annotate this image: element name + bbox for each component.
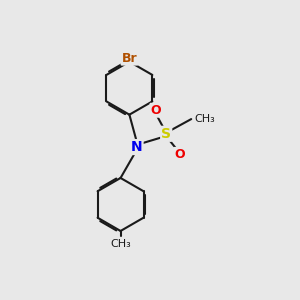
Text: N: N: [131, 140, 142, 154]
Text: O: O: [151, 104, 161, 117]
Text: Br: Br: [122, 52, 137, 64]
Text: CH₃: CH₃: [194, 114, 215, 124]
Text: S: S: [161, 127, 171, 141]
Text: CH₃: CH₃: [110, 238, 131, 249]
Text: O: O: [174, 148, 185, 161]
